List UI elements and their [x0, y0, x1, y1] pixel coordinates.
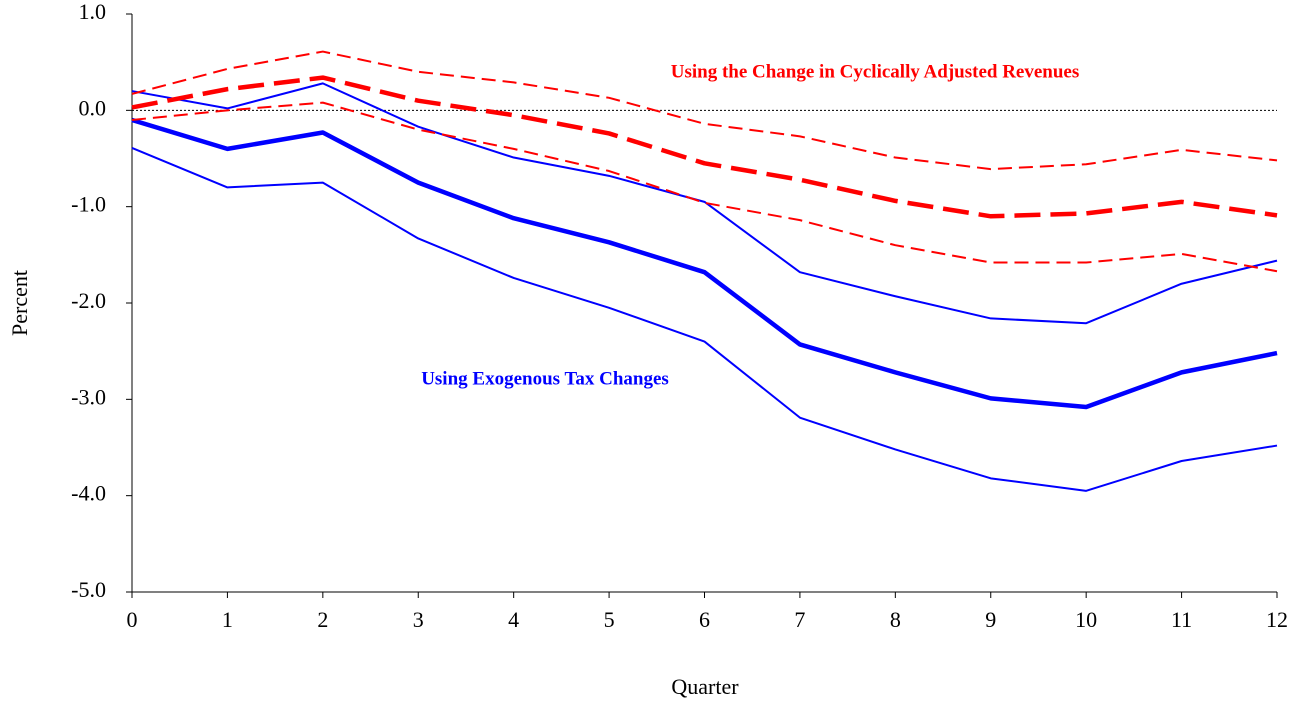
x-tick-label: 6	[699, 607, 710, 632]
y-axis-label: Percent	[7, 270, 32, 336]
annotation: Using the Change in Cyclically Adjusted …	[671, 61, 1080, 82]
series-line	[131, 50, 1278, 171]
x-tick-label: 11	[1171, 607, 1192, 632]
y-tick-label: -1.0	[71, 192, 106, 217]
series-line	[131, 82, 1278, 325]
x-tick-label: 7	[794, 607, 805, 632]
annotation: Using Exogenous Tax Changes	[421, 368, 669, 389]
x-tick-label: 2	[317, 607, 328, 632]
x-tick-label: 4	[508, 607, 519, 632]
x-axis-label: Quarter	[671, 674, 739, 699]
x-tick-label: 1	[222, 607, 233, 632]
y-tick-label: -3.0	[71, 384, 106, 409]
x-tick-label: 10	[1075, 607, 1097, 632]
y-tick-label: 1.0	[79, 0, 107, 24]
y-tick-label: -5.0	[71, 577, 106, 602]
x-tick-label: 12	[1266, 607, 1288, 632]
series-line	[131, 117, 1278, 410]
series-line	[131, 146, 1278, 492]
y-tick-label: -4.0	[71, 481, 106, 506]
x-tick-label: 5	[604, 607, 615, 632]
x-tick-label: 0	[127, 607, 138, 632]
x-tick-label: 9	[985, 607, 996, 632]
x-tick-label: 3	[413, 607, 424, 632]
series-line	[131, 101, 1278, 273]
y-tick-label: -2.0	[71, 288, 106, 313]
series-line	[131, 75, 1278, 219]
y-tick-label: 0.0	[79, 95, 107, 120]
x-tick-label: 8	[890, 607, 901, 632]
